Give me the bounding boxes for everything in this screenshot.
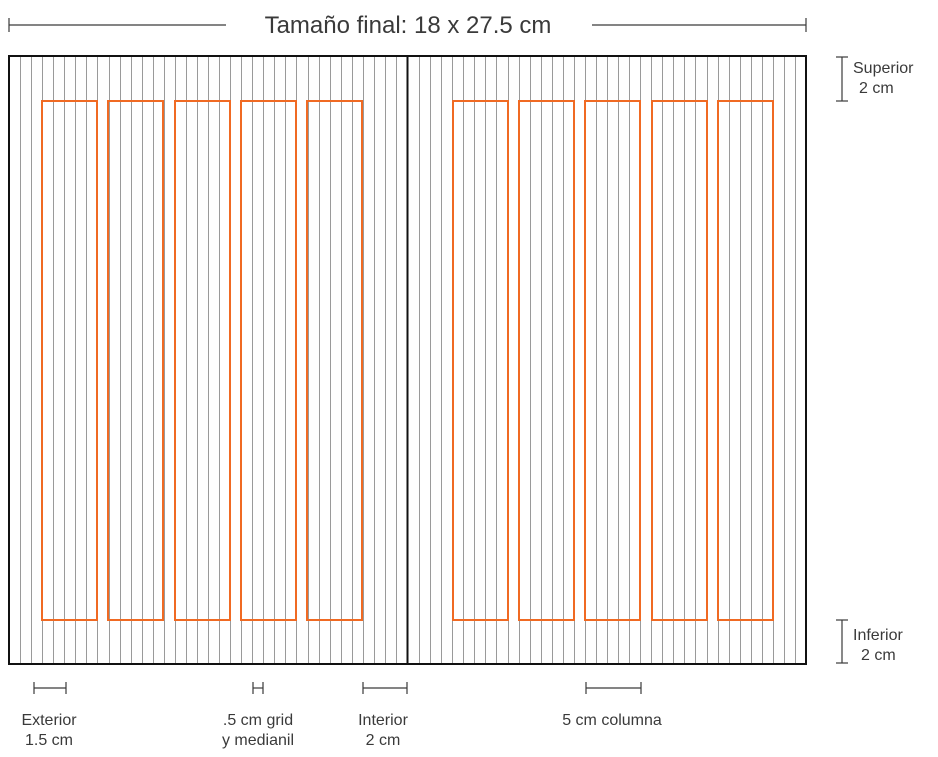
right-page-column-5 [717,100,774,621]
exterior-marker: Exterior 1.5 cm [21,682,77,749]
column-marker: 5 cm columna [562,682,662,729]
interior-value: 2 cm [366,732,401,749]
inferior-value: 2 cm [861,647,896,664]
right-page-column-3 [584,100,641,621]
interior-marker: Interior 2 cm [358,682,409,749]
left-page-column-1 [41,100,98,621]
left-page-column-3 [174,100,231,621]
grid-marker: .5 cm grid y medianil [222,682,294,749]
superior-marker: Superior 2 cm [836,56,914,102]
inferior-marker: Inferior 2 cm [836,619,903,664]
grid-label-line1: .5 cm grid [223,712,293,729]
superior-label: Superior [853,60,914,77]
superior-value: 2 cm [859,80,894,97]
right-page-column-4 [651,100,708,621]
right-page-column-1 [452,100,509,621]
columns [41,100,774,621]
left-page-column-4 [240,100,297,621]
left-page-column-5 [306,100,363,621]
exterior-value: 1.5 cm [25,732,73,749]
interior-label: Interior [358,712,408,729]
left-page-column-2 [107,100,164,621]
title: Tamaño final: 18 x 27.5 cm [265,12,552,39]
grid-label-line2: y medianil [222,732,294,749]
right-page-column-2 [518,100,575,621]
spread-border [8,55,807,665]
exterior-label: Exterior [21,712,77,729]
column-label: 5 cm columna [562,712,662,729]
title-dimension: Tamaño final: 18 x 27.5 cm [8,12,807,39]
inferior-label: Inferior [853,627,903,644]
